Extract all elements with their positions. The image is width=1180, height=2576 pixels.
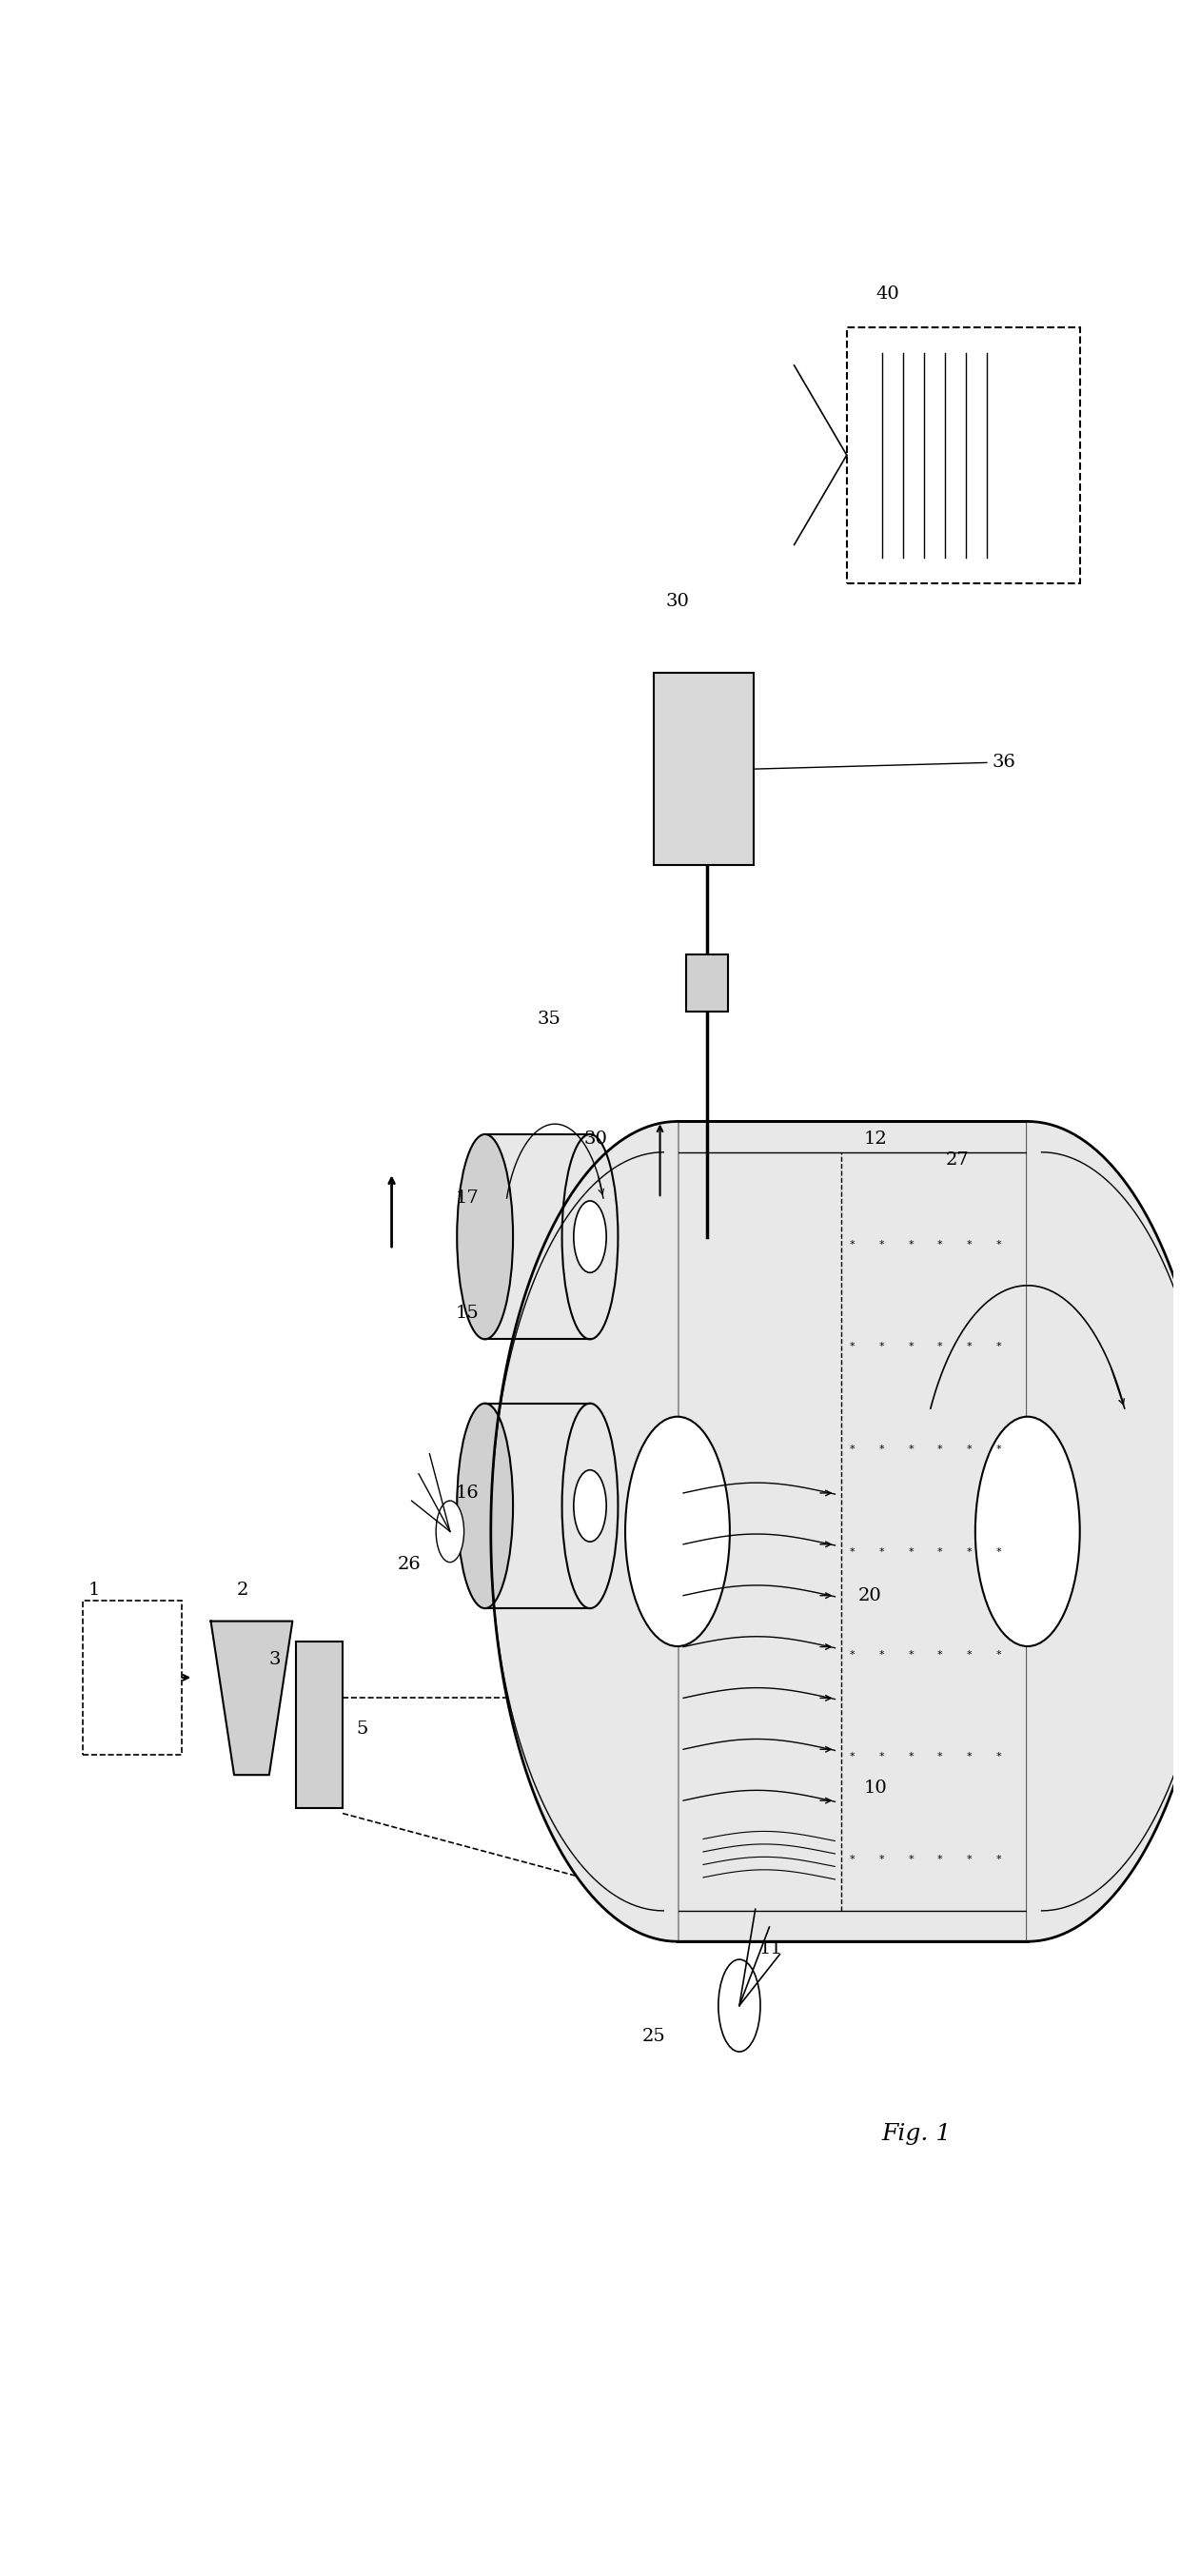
Bar bbox=[83, 1600, 182, 1754]
Text: *: * bbox=[909, 1649, 913, 1659]
Text: *: * bbox=[879, 1239, 884, 1249]
Text: *: * bbox=[966, 1239, 972, 1249]
Text: 3: 3 bbox=[269, 1651, 281, 1669]
Text: *: * bbox=[850, 1855, 856, 1865]
Text: 27: 27 bbox=[945, 1151, 969, 1170]
Text: *: * bbox=[850, 1548, 856, 1556]
Text: *: * bbox=[879, 1342, 884, 1352]
Circle shape bbox=[976, 1417, 1080, 1646]
Bar bbox=[654, 672, 753, 866]
Text: *: * bbox=[966, 1445, 972, 1455]
Text: 20: 20 bbox=[858, 1587, 881, 1605]
Circle shape bbox=[435, 1502, 464, 1561]
Text: 11: 11 bbox=[759, 1940, 782, 1958]
Text: 25: 25 bbox=[642, 2027, 666, 2045]
Text: *: * bbox=[937, 1649, 943, 1659]
Text: *: * bbox=[966, 1649, 972, 1659]
Text: 10: 10 bbox=[864, 1780, 887, 1795]
Text: *: * bbox=[850, 1342, 856, 1352]
Text: 30: 30 bbox=[584, 1131, 608, 1149]
Text: *: * bbox=[996, 1649, 1001, 1659]
Text: *: * bbox=[966, 1548, 972, 1556]
Text: 17: 17 bbox=[455, 1190, 479, 1208]
Bar bbox=[296, 1641, 342, 1808]
Text: *: * bbox=[909, 1239, 913, 1249]
Circle shape bbox=[573, 1471, 607, 1540]
Ellipse shape bbox=[457, 1404, 513, 1607]
Text: *: * bbox=[909, 1855, 913, 1865]
Text: Fig. 1: Fig. 1 bbox=[881, 2123, 951, 2146]
Text: 12: 12 bbox=[864, 1131, 887, 1149]
Text: *: * bbox=[937, 1342, 943, 1352]
Polygon shape bbox=[491, 1121, 677, 1942]
Text: *: * bbox=[966, 1752, 972, 1762]
Bar bbox=[686, 956, 728, 1012]
Text: 1: 1 bbox=[88, 1582, 100, 1600]
Text: *: * bbox=[937, 1548, 943, 1556]
Ellipse shape bbox=[562, 1404, 618, 1607]
Text: *: * bbox=[996, 1752, 1001, 1762]
Circle shape bbox=[719, 1960, 760, 2050]
Text: *: * bbox=[879, 1445, 884, 1455]
Text: 36: 36 bbox=[992, 755, 1016, 770]
Text: *: * bbox=[879, 1752, 884, 1762]
Polygon shape bbox=[211, 1620, 293, 1775]
Text: *: * bbox=[996, 1548, 1001, 1556]
Text: *: * bbox=[937, 1445, 943, 1455]
Text: *: * bbox=[909, 1548, 913, 1556]
Text: 30: 30 bbox=[666, 592, 689, 611]
Text: 5: 5 bbox=[356, 1721, 368, 1736]
Bar bbox=[847, 327, 1080, 582]
Text: 35: 35 bbox=[537, 1010, 560, 1028]
Text: *: * bbox=[909, 1342, 913, 1352]
Circle shape bbox=[625, 1417, 729, 1646]
Text: *: * bbox=[966, 1342, 972, 1352]
Text: *: * bbox=[879, 1855, 884, 1865]
Text: 16: 16 bbox=[455, 1484, 479, 1502]
Text: *: * bbox=[937, 1752, 943, 1762]
Text: *: * bbox=[879, 1548, 884, 1556]
Text: *: * bbox=[937, 1855, 943, 1865]
Text: *: * bbox=[850, 1649, 856, 1659]
Text: *: * bbox=[879, 1649, 884, 1659]
Text: *: * bbox=[909, 1752, 913, 1762]
FancyBboxPatch shape bbox=[677, 1121, 1028, 1942]
Text: *: * bbox=[850, 1445, 856, 1455]
Circle shape bbox=[573, 1200, 607, 1273]
Text: 2: 2 bbox=[236, 1582, 248, 1600]
Bar bbox=[485, 1404, 590, 1607]
Text: 15: 15 bbox=[455, 1306, 479, 1321]
Text: *: * bbox=[850, 1239, 856, 1249]
Text: *: * bbox=[850, 1752, 856, 1762]
Text: 40: 40 bbox=[876, 286, 899, 301]
Polygon shape bbox=[1028, 1121, 1180, 1942]
Bar bbox=[485, 1133, 590, 1340]
Text: *: * bbox=[996, 1239, 1001, 1249]
Text: *: * bbox=[966, 1855, 972, 1865]
Text: *: * bbox=[909, 1445, 913, 1455]
Ellipse shape bbox=[562, 1133, 618, 1340]
Text: *: * bbox=[996, 1445, 1001, 1455]
Text: 45: 45 bbox=[1056, 466, 1080, 484]
Text: 26: 26 bbox=[398, 1556, 421, 1574]
Text: *: * bbox=[996, 1855, 1001, 1865]
Text: *: * bbox=[937, 1239, 943, 1249]
Text: *: * bbox=[996, 1342, 1001, 1352]
Ellipse shape bbox=[457, 1133, 513, 1340]
